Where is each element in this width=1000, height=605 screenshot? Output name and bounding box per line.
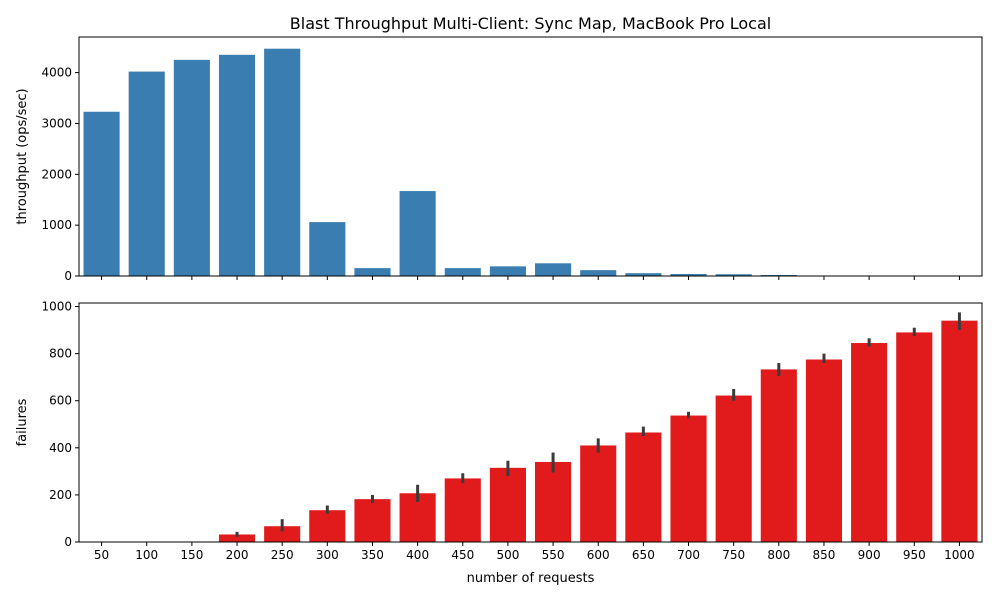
bar-700 [670, 416, 706, 542]
x-tick-label: 50 [94, 548, 109, 562]
x-tick-label: 100 [135, 548, 158, 562]
x-tick-label: 350 [361, 548, 384, 562]
x-tick-label: 500 [496, 548, 519, 562]
bar-500 [490, 468, 526, 542]
subplot-1: Blast Throughput Multi-Client: Sync Map,… [15, 14, 982, 283]
bar-100 [129, 72, 165, 276]
bar-600 [580, 270, 616, 276]
x-tick-label: 550 [542, 548, 565, 562]
y-tick-label: 1000 [41, 218, 72, 232]
x-tick-label: 250 [271, 548, 294, 562]
y-tick-label: 400 [49, 441, 72, 455]
bar-450 [445, 478, 481, 542]
x-tick-label: 950 [903, 548, 926, 562]
bar-850 [806, 360, 842, 542]
bar-950 [896, 332, 932, 542]
bar-750 [716, 396, 752, 542]
x-tick-label: 800 [767, 548, 790, 562]
bar-400 [400, 191, 436, 276]
y-tick-label: 800 [49, 347, 72, 361]
x-tick-label: 450 [451, 548, 474, 562]
bar-50 [84, 112, 120, 276]
bar-300 [309, 510, 345, 542]
chart-title: Blast Throughput Multi-Client: Sync Map,… [290, 14, 771, 33]
x-tick-label: 600 [587, 548, 610, 562]
bar-300 [309, 222, 345, 276]
x-tick-label: 700 [677, 548, 700, 562]
y-axis-label: throughput (ops/sec) [15, 88, 30, 224]
x-tick-label: 400 [406, 548, 429, 562]
x-tick-label: 200 [226, 548, 249, 562]
x-tick-label: 1000 [944, 548, 975, 562]
bar-150 [174, 60, 210, 276]
plot-frame [79, 303, 982, 542]
bar-1000 [941, 321, 977, 542]
bar-550 [535, 263, 571, 276]
x-tick-label: 900 [858, 548, 881, 562]
bar-650 [625, 433, 661, 542]
bar-200 [219, 55, 255, 276]
x-tick-label: 750 [722, 548, 745, 562]
subplot-2: 0 200 400 600 800 1000 50 100 150 200 250 300 350 400… [15, 300, 982, 586]
y-axis-label: failures [15, 398, 30, 446]
bar-600 [580, 445, 616, 542]
y-tick-label: 0 [64, 269, 72, 283]
y-tick-label: 1000 [41, 300, 72, 314]
bar-450 [445, 268, 481, 276]
y-tick-label: 200 [49, 488, 72, 502]
y-tick-label: 4000 [41, 66, 72, 80]
x-axis-label: number of requests [467, 571, 595, 586]
bar-500 [490, 266, 526, 276]
bar-350 [354, 499, 390, 542]
y-tick-label: 600 [49, 394, 72, 408]
x-tick-label: 650 [632, 548, 655, 562]
y-tick-label: 2000 [41, 167, 72, 181]
x-tick-label: 150 [180, 548, 203, 562]
plot-frame [79, 37, 982, 276]
bar-800 [761, 369, 797, 542]
y-tick-label: 0 [64, 535, 72, 549]
y-tick-label: 3000 [41, 116, 72, 130]
bar-900 [851, 343, 887, 542]
bar-550 [535, 462, 571, 542]
x-tick-label: 300 [316, 548, 339, 562]
bar-350 [354, 268, 390, 276]
bar-250 [264, 49, 300, 276]
x-tick-label: 850 [813, 548, 836, 562]
